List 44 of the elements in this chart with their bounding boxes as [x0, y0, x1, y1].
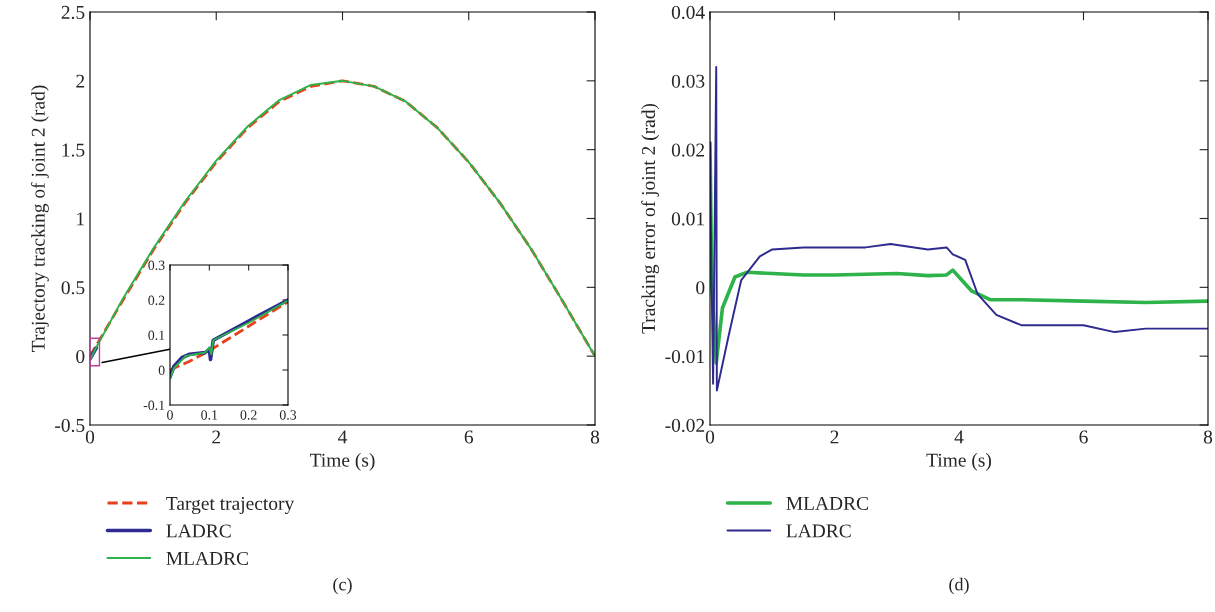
y-tick-label: 0.3 — [148, 260, 165, 271]
y-tick-label: 2.5 — [61, 5, 85, 20]
x-tick-label: 8 — [1203, 430, 1213, 444]
y-tick-label: 0.02 — [671, 143, 705, 157]
x-tick-label: 0.3 — [279, 410, 297, 420]
x-tick-label: 4 — [338, 430, 348, 444]
x-tick-label: 0.2 — [240, 410, 257, 420]
legend-label: Target trajectory — [166, 496, 295, 514]
x-tick-label: 6 — [464, 430, 474, 444]
text: (c) — [333, 577, 352, 595]
x-axis-title: Time (s) — [926, 453, 992, 471]
x-tick-label: 6 — [1079, 430, 1088, 444]
y-tick-label: -0.5 — [55, 418, 85, 433]
y-tick-label: 0.5 — [61, 281, 85, 295]
x-tick-label: 0 — [85, 430, 95, 444]
x-tick-label: 8 — [590, 430, 600, 444]
x-axis-title: Time (s) — [309, 453, 375, 471]
y-tick-label: 0.04 — [671, 5, 705, 20]
y-tick-label: 1 — [77, 212, 84, 226]
y-tick-label: 0 — [158, 365, 165, 375]
y-axis-title: Tracking error of joint 2 (rad) — [641, 103, 660, 334]
y-tick-label: -0.01 — [665, 349, 704, 364]
y-axis-title: Trajectory tracking of joint 2 (rad) — [30, 85, 49, 352]
y-tick-label: -0.1 — [143, 400, 165, 411]
x-tick-label: 4 — [954, 430, 964, 444]
y-tick-label: 0 — [696, 281, 705, 295]
x-tick-label: 0.1 — [201, 410, 218, 420]
legend-label: MLADRC — [786, 496, 868, 510]
x-tick-label: 0 — [167, 410, 173, 420]
y-tick-label: 0.03 — [671, 74, 705, 88]
legend-label: LADRC — [786, 524, 851, 538]
y-tick-label: 2 — [76, 74, 85, 88]
x-tick-label: 2 — [830, 430, 839, 444]
legend-label: LADRC — [166, 524, 231, 538]
y-tick-label: 0.1 — [148, 330, 165, 341]
x-tick-label: 2 — [212, 430, 221, 444]
y-tick-label: 0.2 — [148, 295, 165, 306]
legend-label: MLADRC — [166, 551, 248, 565]
y-tick-label: 0 — [76, 349, 85, 364]
y-tick-label: -0.02 — [665, 418, 705, 433]
y-tick-label: 0.01 — [671, 212, 704, 226]
text: (d) — [949, 577, 969, 595]
x-tick-label: 0 — [705, 430, 715, 444]
y-tick-label: 1.5 — [62, 143, 85, 157]
